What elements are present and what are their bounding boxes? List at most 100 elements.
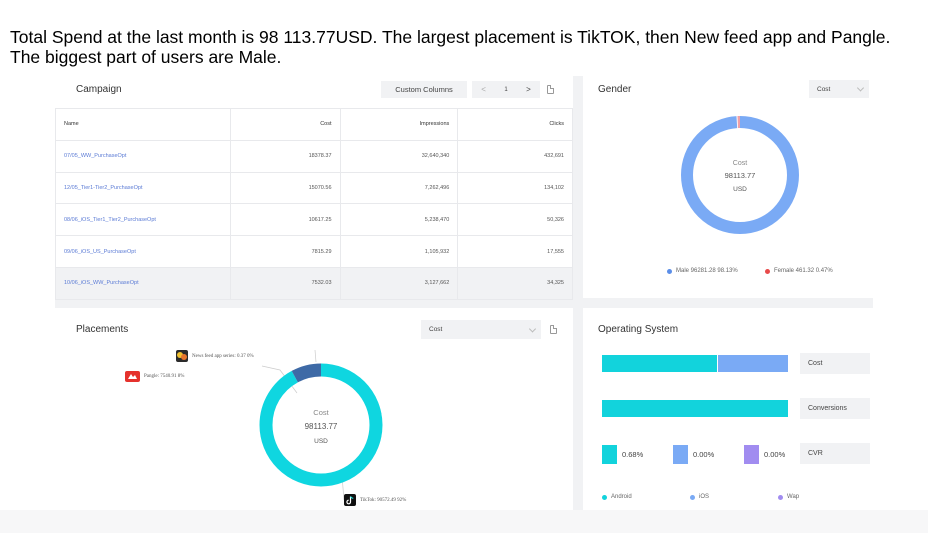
- table-header-row: Name Cost Impressions Clicks: [55, 108, 573, 141]
- campaign-name-link[interactable]: 12/05_Tier1-Tier2_PurchaseOpt: [55, 171, 231, 205]
- column-header-impressions[interactable]: Impressions: [339, 108, 459, 141]
- android-legend[interactable]: Android: [602, 494, 632, 500]
- gender-metric-value: Cost: [817, 85, 831, 93]
- male-dot-icon: [667, 268, 672, 274]
- summary-headline: Total Spend at the last month is 98 113.…: [10, 27, 891, 67]
- cost-cell: 7815.29: [229, 235, 341, 268]
- pager-page-number[interactable]: 1: [504, 86, 508, 93]
- campaign-name-link[interactable]: 07/05_WW_PurchaseOpt: [55, 139, 231, 173]
- bottom-strip: [0, 510, 928, 533]
- cvr-row-label: CVR: [800, 443, 870, 464]
- android-cvr-value: 0.68%: [622, 450, 644, 459]
- news-feed-label-text: News feed app series: 0.37 0%: [192, 353, 254, 359]
- female-legend[interactable]: Female 461.32 0.47%: [765, 268, 833, 274]
- gender-panel: Gender Cost Cost 98113.77 USD Male 96281…: [583, 76, 873, 298]
- placements-center-unit: USD: [314, 438, 328, 445]
- android-legend-text: Android: [611, 494, 632, 500]
- ios-legend[interactable]: iOS: [690, 494, 709, 500]
- gender-center-unit: USD: [733, 186, 747, 193]
- placements-panel: Placements Cost News feed app series: 0.…: [55, 308, 573, 510]
- tiktok-label: TikTok: 90572.49 92%: [344, 494, 406, 506]
- cost-bar-ios[interactable]: [718, 355, 788, 372]
- chevron-down-icon: [856, 84, 865, 92]
- cost-row-label: Cost: [800, 353, 870, 374]
- pangle-app-icon: [125, 371, 140, 382]
- news-feed-label: News feed app series: 0.37 0%: [176, 350, 254, 362]
- table-row[interactable]: 08/06_iOS_Tier1_Tier2_PurchaseOpt 10617.…: [55, 203, 573, 237]
- conversions-bar-android[interactable]: [602, 400, 788, 417]
- cost-cell: 10617.25: [229, 203, 341, 237]
- gender-center-value: 98113.77: [725, 171, 756, 180]
- gender-title: Gender: [598, 84, 632, 95]
- wap-dot-icon: [778, 494, 783, 500]
- export-icon[interactable]: [547, 85, 554, 94]
- column-header-name[interactable]: Name: [55, 108, 231, 141]
- export-icon[interactable]: [550, 325, 557, 334]
- operating-system-title: Operating System: [598, 324, 679, 335]
- table-row[interactable]: 07/05_WW_PurchaseOpt 18378.37 32,640,340…: [55, 139, 573, 173]
- campaign-table: Name Cost Impressions Clicks 07/05_WW_Pu…: [55, 108, 573, 300]
- placements-center-label: Cost: [313, 408, 329, 417]
- conversions-row-label: Conversions: [800, 398, 870, 419]
- news-feed-leader-line: [314, 349, 317, 363]
- gender-donut-chart: Cost 98113.77 USD: [681, 116, 799, 234]
- clicks-cell: 134,102: [457, 171, 573, 205]
- pangle-slice[interactable]: [259, 363, 383, 487]
- custom-columns-button[interactable]: Custom Columns: [381, 81, 467, 98]
- placements-metric-select[interactable]: Cost: [421, 320, 541, 339]
- wap-legend-text: Wap: [787, 494, 800, 500]
- impressions-cell: 7,262,496: [339, 171, 459, 205]
- cost-cell: 7532.03: [229, 266, 341, 300]
- cost-bar-android[interactable]: [602, 355, 717, 372]
- campaign-name-link[interactable]: 08/06_iOS_Tier1_Tier2_PurchaseOpt: [55, 203, 231, 237]
- clicks-cell: 50,326: [457, 203, 573, 237]
- chevron-down-icon: [528, 324, 537, 333]
- ios-dot-icon: [690, 494, 695, 500]
- operating-system-panel: Operating System Cost Conversions 0.68% …: [583, 308, 873, 510]
- pager-prev-button[interactable]: <: [481, 85, 486, 94]
- pager-next-button[interactable]: >: [526, 85, 531, 94]
- campaign-title: Campaign: [76, 84, 122, 95]
- campaign-name-link[interactable]: 10/06_iOS_WW_PurchaseOpt: [55, 266, 231, 300]
- impressions-cell: 1,105,932: [339, 235, 459, 268]
- table-row[interactable]: 12/05_Tier1-Tier2_PurchaseOpt 15070.56 7…: [55, 171, 573, 205]
- gender-metric-select[interactable]: Cost: [809, 80, 869, 98]
- wap-legend[interactable]: Wap: [778, 494, 799, 500]
- female-dot-icon: [765, 268, 770, 274]
- clicks-cell: 432,691: [457, 139, 573, 173]
- impressions-cell: 5,238,470: [339, 203, 459, 237]
- clicks-cell: 17,555: [457, 235, 573, 268]
- pager: < 1 >: [472, 81, 540, 98]
- campaign-panel: Campaign Custom Columns < 1 > Name Cost …: [55, 76, 573, 300]
- female-legend-text: Female 461.32 0.47%: [774, 268, 833, 274]
- campaign-name-link[interactable]: 09/06_iOS_US_PurchaseOpt: [55, 235, 231, 268]
- placements-metric-value: Cost: [429, 326, 443, 333]
- female-slice[interactable]: [681, 116, 799, 234]
- column-header-cost[interactable]: Cost: [229, 108, 341, 141]
- wap-cvr-swatch: [744, 445, 759, 464]
- cost-cell: 18378.37: [229, 139, 341, 173]
- cost-cell: 15070.56: [229, 171, 341, 205]
- ios-cvr-value: 0.00%: [693, 450, 715, 459]
- table-row[interactable]: 10/06_iOS_WW_PurchaseOpt 7532.03 3,127,6…: [55, 266, 573, 300]
- impressions-cell: 32,640,340: [339, 139, 459, 173]
- placements-donut-chart: Cost 98113.77 USD: [259, 349, 383, 501]
- ios-cvr-swatch: [673, 445, 688, 464]
- clicks-cell: 34,325: [457, 266, 573, 300]
- wap-cvr-value: 0.00%: [764, 450, 786, 459]
- male-legend-text: Male 96281.28 98.13%: [676, 268, 738, 274]
- tiktok-app-icon: [344, 494, 356, 506]
- android-cvr-swatch: [602, 445, 617, 464]
- tiktok-label-text: TikTok: 90572.49 92%: [360, 497, 407, 503]
- ios-legend-text: iOS: [699, 494, 710, 500]
- impressions-cell: 3,127,662: [339, 266, 459, 300]
- pangle-label: Pangle: 7540.91 8%: [125, 371, 184, 382]
- placements-title: Placements: [76, 324, 129, 335]
- male-legend[interactable]: Male 96281.28 98.13%: [667, 268, 738, 274]
- pangle-label-text: Pangle: 7540.91 8%: [144, 374, 185, 379]
- placements-center-value: 98113.77: [305, 422, 338, 431]
- column-header-clicks[interactable]: Clicks: [457, 108, 573, 141]
- table-row[interactable]: 09/06_iOS_US_PurchaseOpt 7815.29 1,105,9…: [55, 235, 573, 268]
- gender-center-label: Cost: [733, 160, 747, 167]
- android-dot-icon: [602, 494, 607, 500]
